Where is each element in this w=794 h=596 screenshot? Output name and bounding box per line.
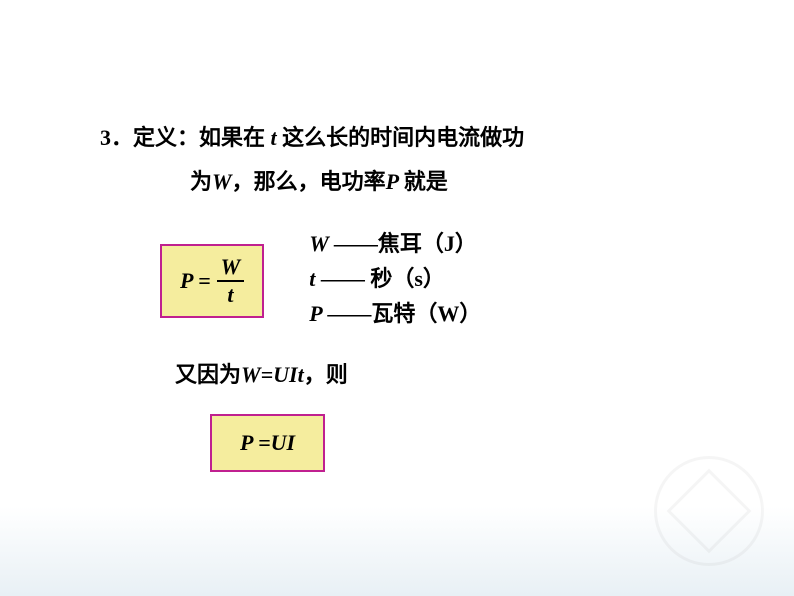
- formula-box-1: P = W t: [160, 244, 264, 318]
- unit-label-second: 秒（s）: [370, 266, 445, 291]
- unit-dash-1: ——: [334, 231, 378, 256]
- def-text-1b: 这么长的时间内电流做功: [282, 125, 524, 150]
- var-t: t: [271, 125, 283, 150]
- line3-text-a: 又因为: [175, 362, 241, 387]
- line3-eq: W=UIt: [241, 362, 304, 387]
- unit-var-t: t: [309, 266, 321, 291]
- watermark-inner: [667, 469, 752, 554]
- formula1-lhs: P =: [180, 268, 211, 294]
- unit-dash-2: ——: [321, 266, 371, 291]
- slide-content: 3．定义：如果在 t 这么长的时间内电流做功 为W，那么，电功率P 就是 P =…: [0, 0, 794, 472]
- formula-row: P = W t W ——焦耳（J） t —— 秒（s） P ——瓦特（W）: [160, 226, 794, 332]
- derivation-line: 又因为W=UIt，则: [175, 357, 794, 389]
- watermark-icon: [654, 456, 764, 566]
- fraction-denominator: t: [223, 284, 237, 306]
- unit-row-t: t —— 秒（s）: [309, 261, 481, 296]
- formula2-text: P =UI: [240, 430, 295, 455]
- unit-dash-3: ——: [327, 301, 371, 326]
- unit-label-joule: 焦耳（J）: [378, 231, 477, 256]
- unit-row-P: P ——瓦特（W）: [309, 296, 481, 331]
- def-text-1a: 如果在: [199, 125, 271, 150]
- definition-line-1: 3．定义：如果在 t 这么长的时间内电流做功: [100, 120, 794, 152]
- unit-var-P: P: [309, 301, 327, 326]
- units-list: W ——焦耳（J） t —— 秒（s） P ——瓦特（W）: [309, 226, 481, 332]
- line3-text-b: ，则: [304, 362, 348, 387]
- unit-var-W: W: [309, 231, 334, 256]
- def-label: ．定义：: [111, 125, 199, 150]
- fraction-numerator: W: [217, 256, 245, 278]
- item-number: 3: [100, 125, 111, 150]
- formula-box-2: P =UI: [210, 414, 325, 472]
- def-text-2a: 为: [190, 169, 212, 194]
- definition-line-2: 为W，那么，电功率P 就是: [190, 164, 794, 196]
- def-text-2c: 就是: [404, 169, 448, 194]
- def-text-2b: ，那么，电功率: [232, 169, 386, 194]
- unit-label-watt: 瓦特（W）: [371, 301, 481, 326]
- var-W: W: [212, 169, 232, 194]
- var-P: P: [386, 169, 404, 194]
- fraction: W t: [217, 256, 245, 306]
- unit-row-W: W ——焦耳（J）: [309, 226, 481, 261]
